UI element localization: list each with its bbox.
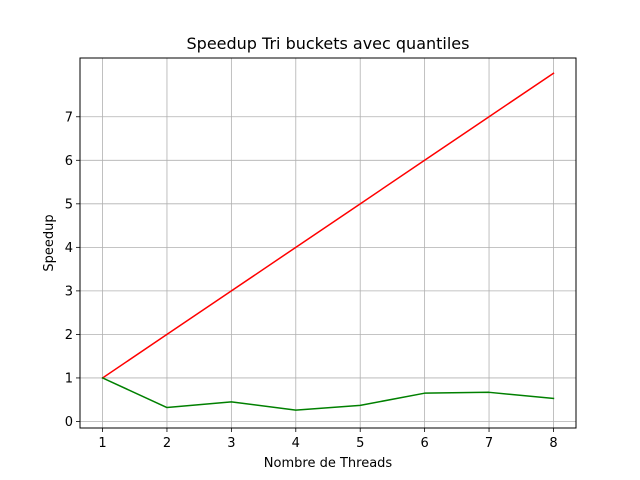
y-tick-label: 6 — [65, 154, 73, 169]
x-tick-label: 7 — [485, 436, 493, 451]
grid — [80, 58, 576, 428]
y-tick-label: 2 — [65, 328, 73, 343]
series-line-1 — [101, 72, 555, 379]
x-axis-ticks: 1 2 3 4 5 6 7 8 — [98, 428, 558, 451]
x-tick-label: 3 — [227, 436, 235, 451]
x-tick-label: 5 — [356, 436, 364, 451]
y-tick-label: 4 — [65, 241, 73, 256]
plot-series — [101, 72, 555, 411]
y-axis-label: Speedup — [42, 214, 57, 271]
y-tick-label: 7 — [65, 110, 73, 125]
y-axis-ticks: 0 1 2 3 4 5 6 7 — [65, 110, 80, 430]
x-tick-label: 2 — [163, 436, 171, 451]
x-tick-label: 1 — [98, 436, 106, 451]
x-tick-label: 4 — [292, 436, 300, 451]
plot-area-frame — [79, 57, 577, 429]
chart-title: Speedup Tri buckets avec quantiles — [187, 34, 470, 53]
y-tick-label: 3 — [65, 284, 73, 299]
y-tick-label: 1 — [65, 371, 73, 386]
x-tick-label: 8 — [549, 436, 557, 451]
x-tick-label: 6 — [420, 436, 428, 451]
series-line-2 — [101, 376, 555, 411]
x-axis-label: Nombre de Threads — [264, 456, 393, 471]
y-tick-label: 5 — [65, 197, 73, 212]
y-tick-label: 0 — [65, 415, 73, 430]
